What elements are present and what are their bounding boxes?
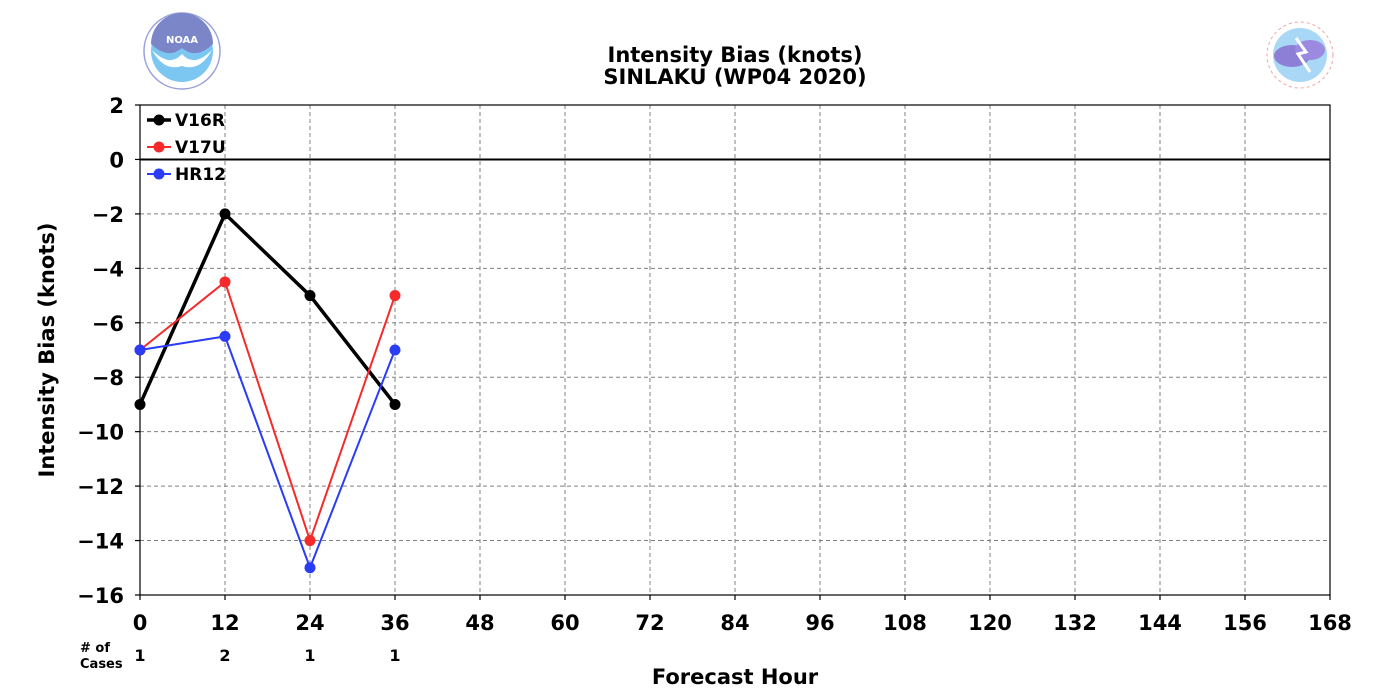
cases-count: 2 (219, 646, 230, 665)
x-tick-label: 24 (295, 611, 324, 635)
chart-title: Intensity Bias (knots) (608, 43, 863, 67)
series-line (139, 335, 396, 571)
legend-label: HR12 (175, 165, 226, 185)
data-series (134, 208, 401, 574)
y-tick-label: 2 (109, 94, 124, 118)
x-tick-label: 72 (635, 611, 664, 635)
series-line (139, 280, 396, 544)
legend-marker (153, 168, 165, 180)
y-tick-label: −10 (77, 421, 124, 445)
x-tick-label: 108 (883, 611, 927, 635)
noaa-logo-icon: NOAA (143, 12, 221, 90)
data-point (304, 535, 316, 547)
x-tick-label: 96 (805, 611, 834, 635)
x-tick-label: 120 (968, 611, 1012, 635)
grid-lines (140, 105, 1330, 595)
x-tick-label: 0 (133, 611, 148, 635)
data-point (219, 208, 231, 220)
cases-count: 1 (389, 646, 400, 665)
x-tick-label: 36 (380, 611, 409, 635)
legend-item-v17u: V17U (147, 138, 226, 158)
series-hr12 (134, 330, 401, 574)
cases-header-line2: Cases (80, 657, 123, 672)
legend-marker (153, 141, 165, 153)
cases-row: 1 2 1 1 (134, 646, 400, 665)
series-v17u (134, 276, 401, 547)
x-tick-label: 168 (1308, 611, 1352, 635)
y-tick-label: −8 (92, 366, 124, 390)
x-tick-label: 156 (1223, 611, 1267, 635)
y-tick-label: −16 (77, 584, 124, 608)
y-axis-ticks: 2 0 −2 −4 −6 −8 −10 −12 −14 −16 (77, 94, 140, 608)
legend-marker (153, 114, 165, 126)
data-point (389, 290, 401, 302)
cases-count: 1 (304, 646, 315, 665)
y-tick-label: −14 (77, 530, 124, 554)
chart-subtitle: SINLAKU (WP04 2020) (603, 65, 866, 89)
cases-count: 1 (134, 646, 145, 665)
y-tick-label: 0 (109, 148, 124, 172)
y-axis-label: Intensity Bias (knots) (35, 223, 59, 478)
x-tick-label: 84 (720, 611, 749, 635)
x-tick-label: 12 (210, 611, 239, 635)
data-point (304, 562, 316, 574)
x-axis-label: Forecast Hour (652, 665, 819, 689)
x-tick-label: 132 (1053, 611, 1097, 635)
legend-item-v16r: V16R (147, 111, 225, 131)
legend: V16R V17U HR12 (147, 111, 226, 185)
x-axis-ticks: 0 12 24 36 48 60 72 84 96 108 120 132 144 156 168 (133, 595, 1352, 635)
x-tick-label: 144 (1138, 611, 1182, 635)
data-point (219, 276, 231, 288)
cases-header-line1: # of (80, 641, 110, 656)
legend-item-hr12: HR12 (147, 165, 226, 185)
legend-label: V16R (175, 111, 225, 131)
y-tick-label: −2 (92, 203, 124, 227)
noaa-logo-text: NOAA (166, 35, 198, 46)
x-tick-label: 48 (465, 611, 494, 635)
y-tick-label: −6 (92, 312, 124, 336)
series-line (138, 210, 397, 406)
data-point (134, 398, 146, 410)
data-point (219, 330, 231, 342)
y-tick-label: −4 (92, 257, 124, 281)
nws-logo-icon (1262, 17, 1338, 93)
x-tick-label: 60 (550, 611, 579, 635)
data-point (389, 344, 401, 356)
y-tick-label: −12 (77, 475, 124, 499)
legend-label: V17U (175, 138, 226, 158)
data-point (389, 398, 401, 410)
data-point (134, 344, 146, 356)
data-point (304, 290, 316, 302)
series-v16r (134, 208, 401, 410)
